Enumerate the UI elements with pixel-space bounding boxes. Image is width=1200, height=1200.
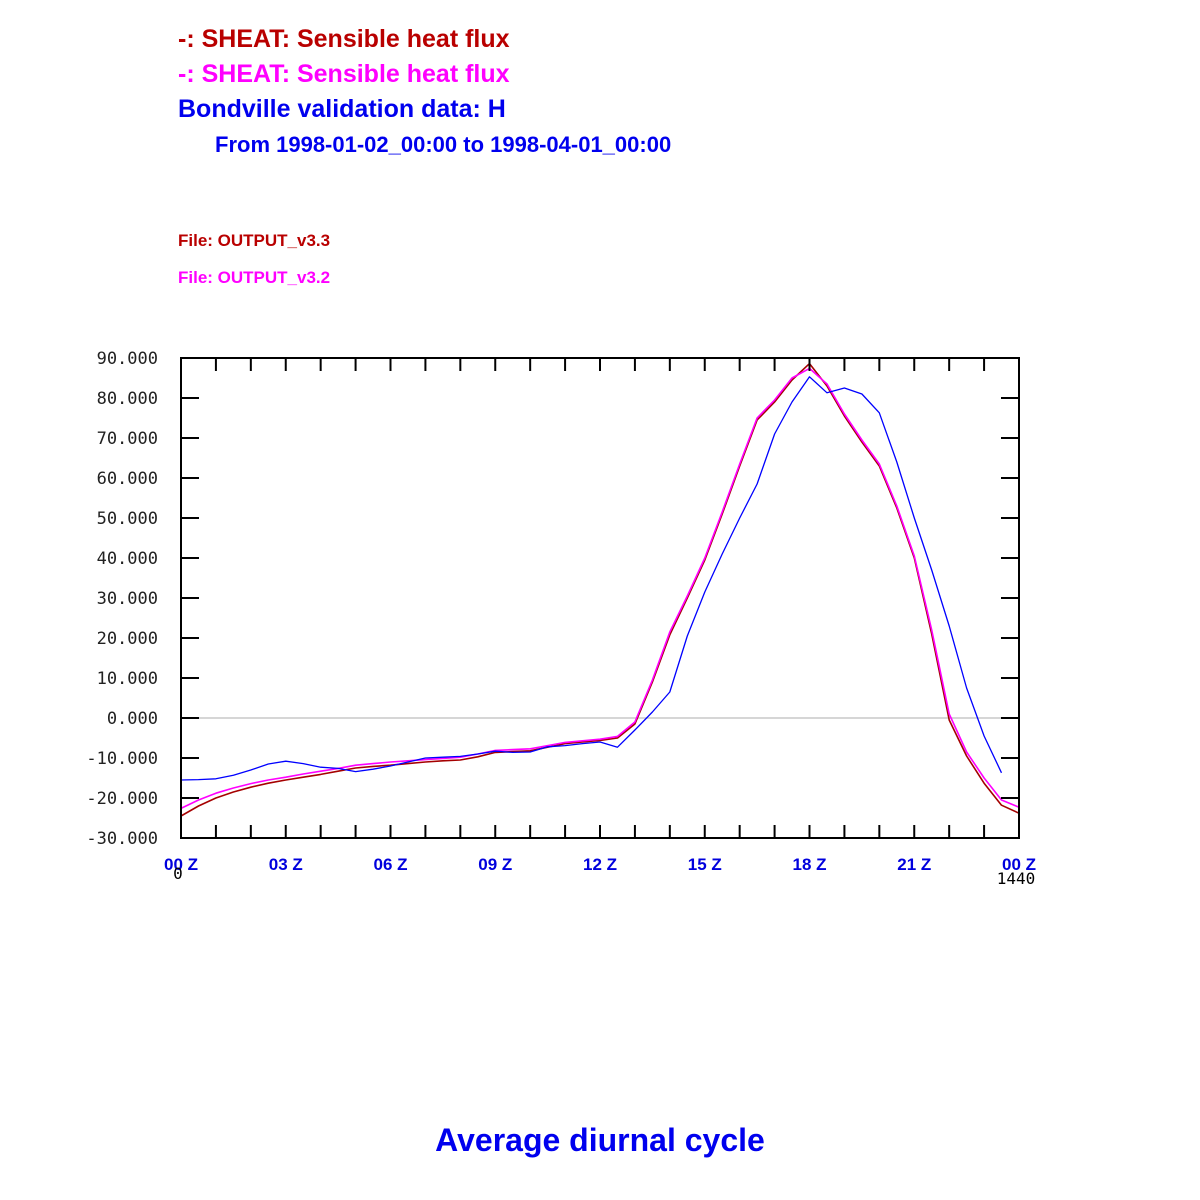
x-tick-label: 09 Z [478, 855, 512, 874]
series-line-1 [180, 362, 1020, 817]
y-axis-labels: 90.000 80.000 70.000 60.000 50.000 40.000 30.0… [86, 349, 158, 849]
legend-title-magenta: -: SHEAT: Sensible heat flux [178, 60, 510, 88]
y-tick-label: -20.000 [86, 789, 158, 809]
y-tick-label: 30.000 [97, 589, 158, 609]
y-tick-label: 60.000 [97, 469, 158, 489]
plot-frame [180, 357, 1020, 839]
x-tick-label: 18 Z [792, 855, 826, 874]
series-lines [180, 362, 1020, 817]
series-line-2 [180, 367, 1020, 810]
y-tick-label: 50.000 [97, 509, 158, 529]
x-tick-label: 06 Z [373, 855, 407, 874]
x-tick-label: 21 Z [897, 855, 931, 874]
x-axis-max-label: 1440 [997, 869, 1036, 888]
x-axis-labels: 00 Z 03 Z 06 Z 09 Z 12 Z 15 Z 18 Z 21 Z 00 Z [164, 855, 1036, 874]
x-tick-label: 00 Z [164, 855, 198, 874]
file-label-v33: File: OUTPUT_v3.3 [178, 231, 331, 250]
y-tick-label: 40.000 [97, 549, 158, 569]
x-tick-label: 03 Z [269, 855, 303, 874]
y-tick-label: 70.000 [97, 429, 158, 449]
legend-title-red: -: SHEAT: Sensible heat flux [178, 25, 510, 53]
y-tick-label: 80.000 [97, 389, 158, 409]
file-label-v32: File: OUTPUT_v3.2 [178, 268, 331, 287]
y-tick-label: -30.000 [86, 829, 158, 849]
series-line-3 [180, 376, 1003, 781]
period-subtitle: From 1998-01-02_00:00 to 1998-04-01_00:0… [215, 132, 672, 157]
y-axis-ticks [181, 397, 1019, 799]
x-tick-label: 00 Z [1002, 855, 1036, 874]
x-axis-ticks [214, 358, 986, 838]
x-tick-label: 15 Z [688, 855, 722, 874]
y-tick-label: 0.000 [107, 709, 158, 729]
y-tick-label: -10.000 [86, 749, 158, 769]
y-tick-label: 20.000 [97, 629, 158, 649]
y-tick-label: 90.000 [97, 349, 158, 369]
x-tick-label: 12 Z [583, 855, 617, 874]
y-tick-label: 10.000 [97, 669, 158, 689]
chart-bottom-title: Average diurnal cycle [435, 1122, 765, 1158]
legend-title-blue: Bondville validation data: H [178, 95, 506, 123]
x-axis-min-label: 0 [173, 864, 183, 883]
